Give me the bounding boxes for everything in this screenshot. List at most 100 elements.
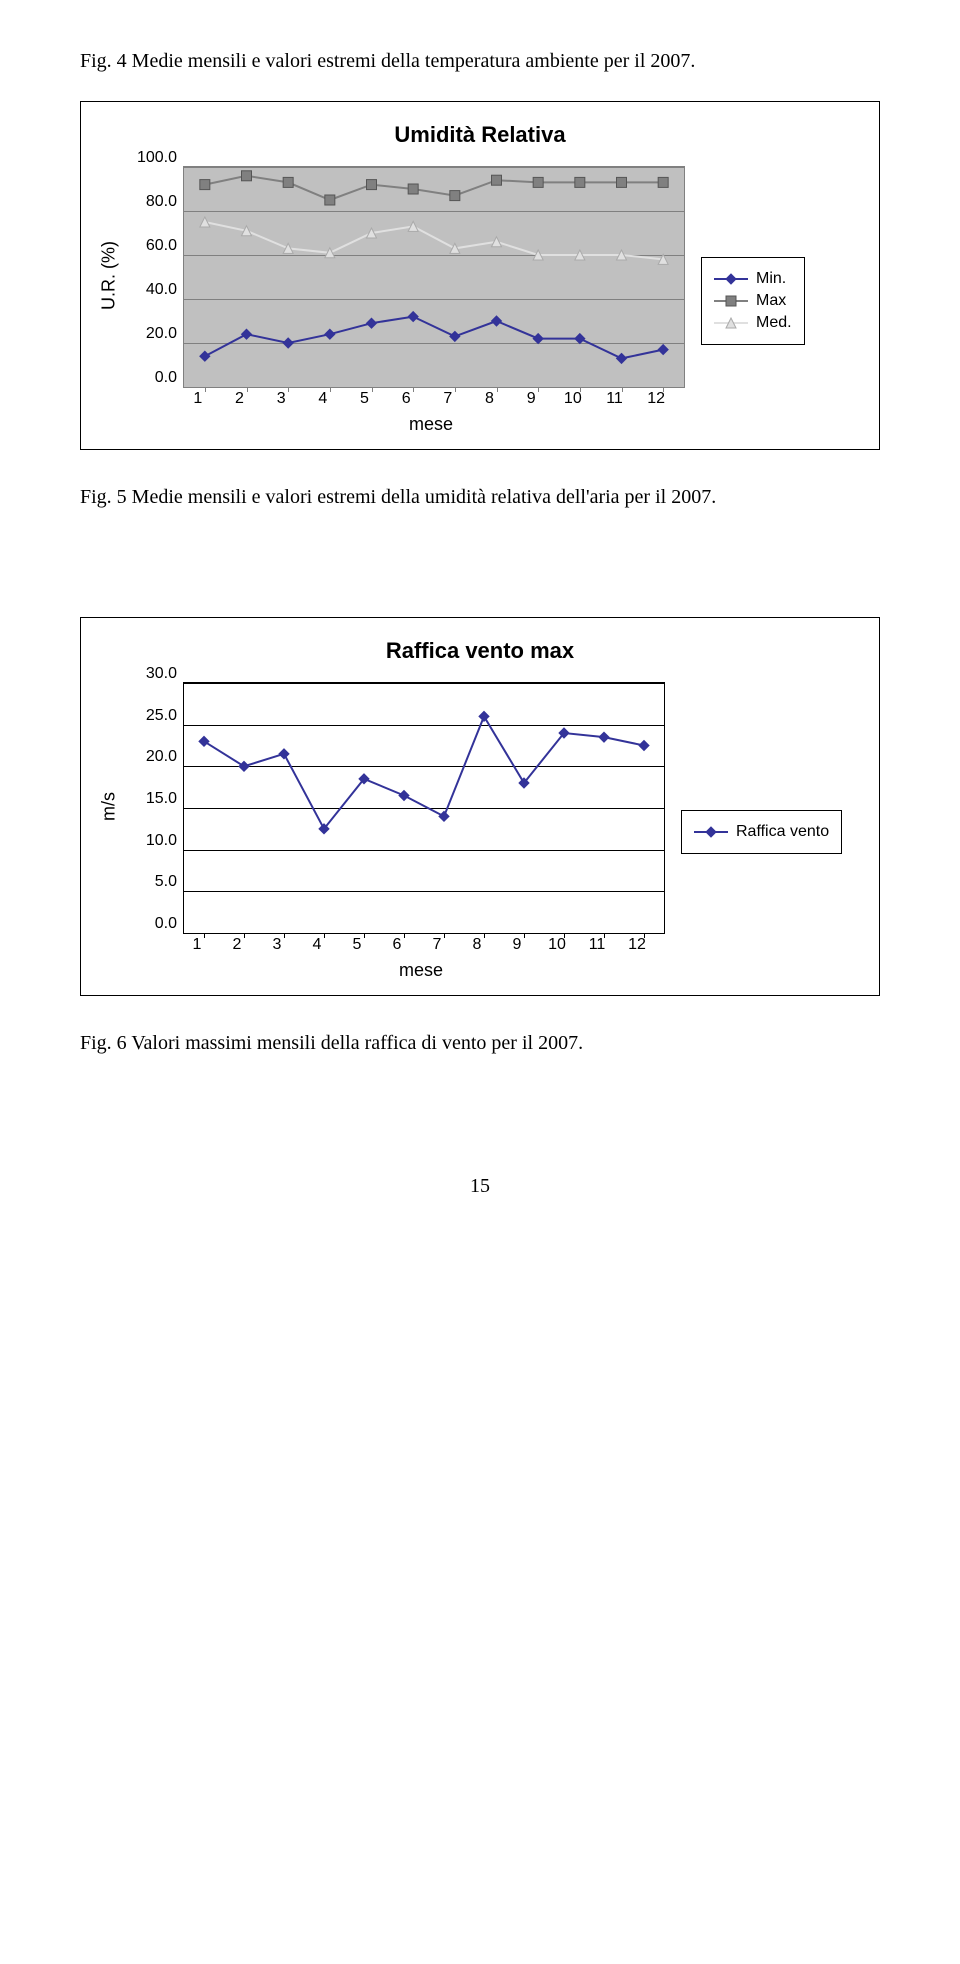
series-marker — [283, 338, 293, 348]
series-line — [205, 176, 663, 200]
chart-wind-with-y: 30.025.020.015.010.05.00.0 — [123, 682, 665, 934]
x-tick-label: 4 — [313, 936, 322, 954]
series-line — [205, 222, 663, 259]
series-marker — [617, 177, 627, 187]
legend-label: Max — [756, 292, 786, 310]
chart-humidity-legend: Min. Max Med. — [701, 257, 805, 345]
chart-wind-xaxis-title: mese — [177, 960, 665, 981]
chart-wind-legend: Raffica vento — [681, 810, 842, 854]
series-marker — [658, 177, 668, 187]
series-marker — [399, 791, 409, 801]
spacer — [123, 388, 177, 435]
series-line — [204, 716, 644, 829]
legend-marker — [704, 825, 718, 839]
x-tick-label: 5 — [360, 390, 369, 408]
caption-fig5: Fig. 5 Medie mensili e valori estremi de… — [80, 486, 880, 509]
series-marker — [617, 353, 627, 363]
x-tick-label: 3 — [277, 390, 286, 408]
caption-fig4: Fig. 4 Medie mensili e valori estremi de… — [80, 50, 880, 73]
series-marker — [242, 329, 252, 339]
x-tick-label: 2 — [233, 936, 242, 954]
page-number: 15 — [80, 1175, 880, 1198]
x-tick-label: 10 — [548, 936, 566, 954]
chart-wind-xarea: 123456789101112 mese — [177, 934, 665, 981]
x-tick-label: 9 — [513, 936, 522, 954]
series-marker — [599, 732, 609, 742]
series-marker — [639, 741, 649, 751]
x-tick-label: 4 — [318, 390, 327, 408]
series-marker — [492, 175, 502, 185]
x-tick-label: 1 — [193, 390, 202, 408]
series-marker — [658, 345, 668, 355]
series-marker — [283, 177, 293, 187]
chart-wind-title: Raffica vento max — [95, 638, 865, 664]
legend-swatch — [694, 825, 728, 839]
chart-humidity-row: U.R. (%) 100.080.060.040.020.00.0 123456… — [95, 166, 865, 435]
series-marker — [325, 329, 335, 339]
series-marker — [200, 180, 210, 190]
x-tick-label: 12 — [628, 936, 646, 954]
plot-svg — [184, 167, 684, 387]
chart-humidity-stack: 100.080.060.040.020.00.0 123456789101112… — [123, 166, 685, 435]
series-line — [205, 317, 663, 359]
series-marker — [325, 195, 335, 205]
x-tick-label: 6 — [402, 390, 411, 408]
x-tick-label: 7 — [443, 390, 452, 408]
caption-fig6: Fig. 6 Valori massimi mensili della raff… — [80, 1032, 880, 1055]
chart-humidity-yticks: 100.080.060.040.020.00.0 — [123, 166, 183, 386]
chart-wind-footer: 123456789101112 mese — [123, 934, 665, 981]
chart-wind: Raffica vento max m/s 30.025.020.015.010… — [80, 617, 880, 996]
chart-humidity-footer: 123456789101112 mese — [123, 388, 685, 435]
chart-wind-xticks: 123456789101112 — [177, 934, 657, 956]
legend-swatch — [714, 272, 748, 286]
chart-humidity-yaxis-title: U.R. (%) — [95, 166, 123, 386]
legend-marker — [724, 272, 738, 286]
series-marker — [367, 318, 377, 328]
series-marker — [242, 171, 252, 181]
legend-label: Med. — [756, 314, 792, 332]
chart-wind-yaxis-title: m/s — [95, 682, 123, 932]
legend-swatch — [714, 316, 748, 330]
x-tick-label: 2 — [235, 390, 244, 408]
legend-item: Med. — [714, 314, 792, 332]
spacer — [80, 537, 880, 617]
x-tick-label: 7 — [433, 936, 442, 954]
series-marker — [279, 749, 289, 759]
series-marker — [533, 334, 543, 344]
chart-wind-plot — [183, 682, 665, 934]
legend-item: Raffica vento — [694, 823, 829, 841]
legend-item: Max — [714, 292, 792, 310]
chart-wind-stack: 30.025.020.015.010.05.00.0 1234567891011… — [123, 682, 665, 981]
chart-humidity-xticks: 123456789101112 — [177, 388, 677, 410]
chart-humidity-title: Umidità Relativa — [95, 122, 865, 148]
series-marker — [533, 177, 543, 187]
plot-svg — [184, 683, 664, 933]
x-tick-label: 11 — [606, 390, 623, 408]
x-tick-label: 8 — [473, 936, 482, 954]
legend-swatch — [714, 294, 748, 308]
x-tick-label: 1 — [193, 936, 202, 954]
series-marker — [450, 191, 460, 201]
chart-humidity-with-y: 100.080.060.040.020.00.0 — [123, 166, 685, 388]
chart-humidity-plot — [183, 166, 685, 388]
series-marker — [439, 811, 449, 821]
x-tick-label: 12 — [647, 390, 665, 408]
legend-marker — [724, 316, 738, 330]
x-tick-label: 5 — [353, 936, 362, 954]
series-marker — [479, 711, 489, 721]
series-marker — [239, 761, 249, 771]
series-marker — [367, 180, 377, 190]
x-tick-label: 3 — [273, 936, 282, 954]
chart-humidity: Umidità Relativa U.R. (%) 100.080.060.04… — [80, 101, 880, 450]
x-tick-label: 9 — [527, 390, 536, 408]
x-tick-label: 11 — [589, 936, 606, 954]
chart-wind-yticks: 30.025.020.015.010.05.00.0 — [123, 682, 183, 932]
series-marker — [575, 334, 585, 344]
legend-item: Min. — [714, 270, 792, 288]
page: Fig. 4 Medie mensili e valori estremi de… — [0, 0, 960, 1258]
series-marker — [408, 184, 418, 194]
x-tick-label: 10 — [564, 390, 582, 408]
chart-humidity-xaxis-title: mese — [177, 414, 685, 435]
chart-humidity-xarea: 123456789101112 mese — [177, 388, 685, 435]
series-marker — [199, 736, 209, 746]
